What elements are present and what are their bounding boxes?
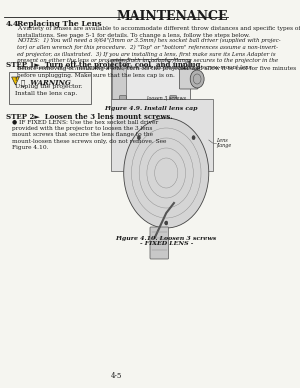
Text: Lens
flange: Lens flange	[217, 138, 232, 148]
Polygon shape	[12, 77, 19, 85]
Text: ● IF FIXED LENS: Use the hex socket ball driver
provided with the projector to l: ● IF FIXED LENS: Use the hex socket ball…	[12, 119, 166, 151]
FancyBboxPatch shape	[179, 69, 198, 89]
Circle shape	[192, 136, 195, 140]
Text: Before removing or installing a lens, turn off the projector and allow it to coo: Before removing or installing a lens, tu…	[17, 66, 296, 78]
Text: Unplug the projector.
Install the lens cap.: Unplug the projector. Install the lens c…	[16, 84, 83, 95]
Circle shape	[190, 70, 204, 88]
FancyBboxPatch shape	[111, 59, 190, 99]
Circle shape	[165, 221, 168, 225]
Text: STEP 2►  Loosen the 3 lens mount screws.: STEP 2► Loosen the 3 lens mount screws.	[6, 113, 173, 121]
Text: MAINTENANCE: MAINTENANCE	[117, 10, 228, 23]
Circle shape	[137, 136, 140, 140]
Text: Figure 4.10. Loosen 3 screws: Figure 4.10. Loosen 3 screws	[116, 236, 217, 241]
Text: NOTES:  1) You will need a 9/64"(3mm or 3.5mm) hex socket ball driver (supplied : NOTES: 1) You will need a 9/64"(3mm or 3…	[17, 38, 280, 69]
FancyBboxPatch shape	[170, 96, 176, 100]
Text: 4.4: 4.4	[6, 20, 20, 28]
FancyBboxPatch shape	[111, 99, 213, 171]
Text: - FIXED LENS -: - FIXED LENS -	[140, 241, 193, 246]
Text: Figure 4.9. Install lens cap: Figure 4.9. Install lens cap	[104, 106, 197, 111]
FancyBboxPatch shape	[150, 227, 169, 259]
Text: ⚠  WARNING: ⚠ WARNING	[21, 78, 71, 86]
FancyBboxPatch shape	[8, 72, 91, 104]
Text: 4-5: 4-5	[110, 372, 122, 380]
Text: loosen 3 screws: loosen 3 screws	[147, 96, 186, 101]
FancyBboxPatch shape	[120, 96, 126, 100]
FancyBboxPatch shape	[112, 59, 126, 99]
Circle shape	[124, 118, 209, 228]
Text: Replacing The Lens: Replacing The Lens	[17, 20, 102, 28]
Text: !: !	[14, 77, 17, 82]
Text: A variety of lenses are available to accommodate different throw distances and s: A variety of lenses are available to acc…	[17, 26, 300, 38]
Text: STEP 1►  Turn off the projector, cool, and unplug.: STEP 1► Turn off the projector, cool, an…	[6, 61, 203, 69]
